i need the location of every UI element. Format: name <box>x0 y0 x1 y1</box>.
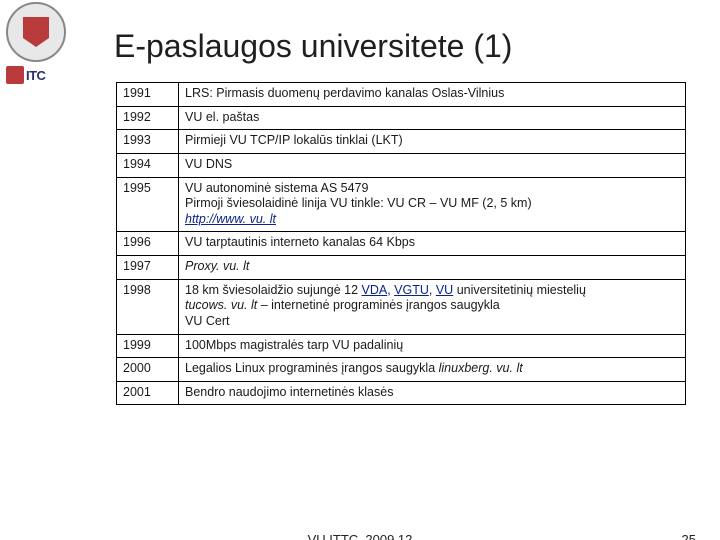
desc-cell: VU tarptautinis interneto kanalas 64 Kbp… <box>179 232 686 256</box>
year-cell: 2001 <box>117 381 179 405</box>
text-run: Proxy. vu. lt <box>185 259 249 273</box>
text-run: VU Cert <box>185 314 229 328</box>
text-run: tucows. vu. lt <box>185 298 257 312</box>
table-row: 1997 Proxy. vu. lt <box>117 256 686 280</box>
desc-cell: 100Mbps magistralės tarp VU padalinių <box>179 334 686 358</box>
year-cell: 1995 <box>117 177 179 232</box>
text-run: – internetinė programinės įrangos saugyk… <box>257 298 500 312</box>
table-row: 1999 100Mbps magistralės tarp VU padalini… <box>117 334 686 358</box>
year-cell: 1994 <box>117 153 179 177</box>
table-row: 1991 LRS: Pirmasis duomenų perdavimo kana… <box>117 83 686 107</box>
link-text[interactable]: VGTU <box>394 283 429 297</box>
timeline-table: 1991 LRS: Pirmasis duomenų perdavimo kana… <box>116 82 686 405</box>
table-row: 1993 Pirmieji VU TCP/IP lokalūs tinklai (… <box>117 130 686 154</box>
text-run: LRS: Pirmasis duomenų perdavimo kanalas … <box>185 86 504 100</box>
table-row: 1992 VU el. paštas <box>117 106 686 130</box>
desc-cell: Bendro naudojimo internetinės klasės <box>179 381 686 405</box>
desc-cell: LRS: Pirmasis duomenų perdavimo kanalas … <box>179 83 686 107</box>
link-text[interactable]: VDA <box>362 283 388 297</box>
vu-seal-logo <box>6 2 66 62</box>
table-row: 1994 VU DNS <box>117 153 686 177</box>
desc-cell: VU el. paštas <box>179 106 686 130</box>
desc-cell: Legalios Linux programinės įrangos saugy… <box>179 358 686 382</box>
text-run: Bendro naudojimo internetinės klasės <box>185 385 393 399</box>
text-run: universitetinių miestelių <box>453 283 586 297</box>
text-run: Pirmieji VU TCP/IP lokalūs tinklai (LKT) <box>185 133 403 147</box>
text-run: linuxberg. vu. lt <box>439 361 523 375</box>
shield-icon <box>23 17 49 47</box>
year-cell: 1991 <box>117 83 179 107</box>
table-row: 1995VU autonominė sistema AS 5479Pirmoji… <box>117 177 686 232</box>
table-row: 2001 Bendro naudojimo internetinės klasės <box>117 381 686 405</box>
page-title: E-paslaugos universitete (1) <box>114 28 512 65</box>
footer-center: VU ITTC, 2009 12 <box>308 532 413 540</box>
year-cell: 1992 <box>117 106 179 130</box>
text-run: , <box>429 283 436 297</box>
text-run: Legalios Linux programinės įrangos saugy… <box>185 361 439 375</box>
year-cell: 1998 <box>117 279 179 334</box>
desc-cell: VU autonominė sistema AS 5479Pirmoji švi… <box>179 177 686 232</box>
link-text[interactable]: VU <box>436 283 453 297</box>
table-row: 199818 km šviesolaidžio sujungė 12 VDA, … <box>117 279 686 334</box>
table-row: 2000 Legalios Linux programinės įrangos s… <box>117 358 686 382</box>
desc-cell: 18 km šviesolaidžio sujungė 12 VDA, VGTU… <box>179 279 686 334</box>
text-run: VU el. paštas <box>185 110 259 124</box>
text-run: Pirmoji šviesolaidinė linija VU tinkle: … <box>185 196 532 210</box>
text-run: VU DNS <box>185 157 232 171</box>
text-run: 18 km šviesolaidžio sujungė 12 <box>185 283 362 297</box>
desc-cell: Pirmieji VU TCP/IP lokalūs tinklai (LKT) <box>179 130 686 154</box>
text-run: VU autonominė sistema AS 5479 <box>185 181 368 195</box>
desc-cell: VU DNS <box>179 153 686 177</box>
year-cell: 2000 <box>117 358 179 382</box>
year-cell: 1997 <box>117 256 179 280</box>
text-run: 100Mbps magistralės tarp VU padalinių <box>185 338 403 352</box>
table-row: 1996 VU tarptautinis interneto kanalas 64… <box>117 232 686 256</box>
desc-cell: Proxy. vu. lt <box>179 256 686 280</box>
logo-square-icon <box>6 66 24 84</box>
year-cell: 1993 <box>117 130 179 154</box>
text-run: VU tarptautinis interneto kanalas 64 Kbp… <box>185 235 415 249</box>
logo-text: ITC <box>26 68 45 83</box>
slide-number: 25 <box>682 532 696 540</box>
link-text[interactable]: http://www. vu. lt <box>185 212 276 226</box>
year-cell: 1996 <box>117 232 179 256</box>
year-cell: 1999 <box>117 334 179 358</box>
vu-itc-logo: ITC <box>6 62 66 88</box>
